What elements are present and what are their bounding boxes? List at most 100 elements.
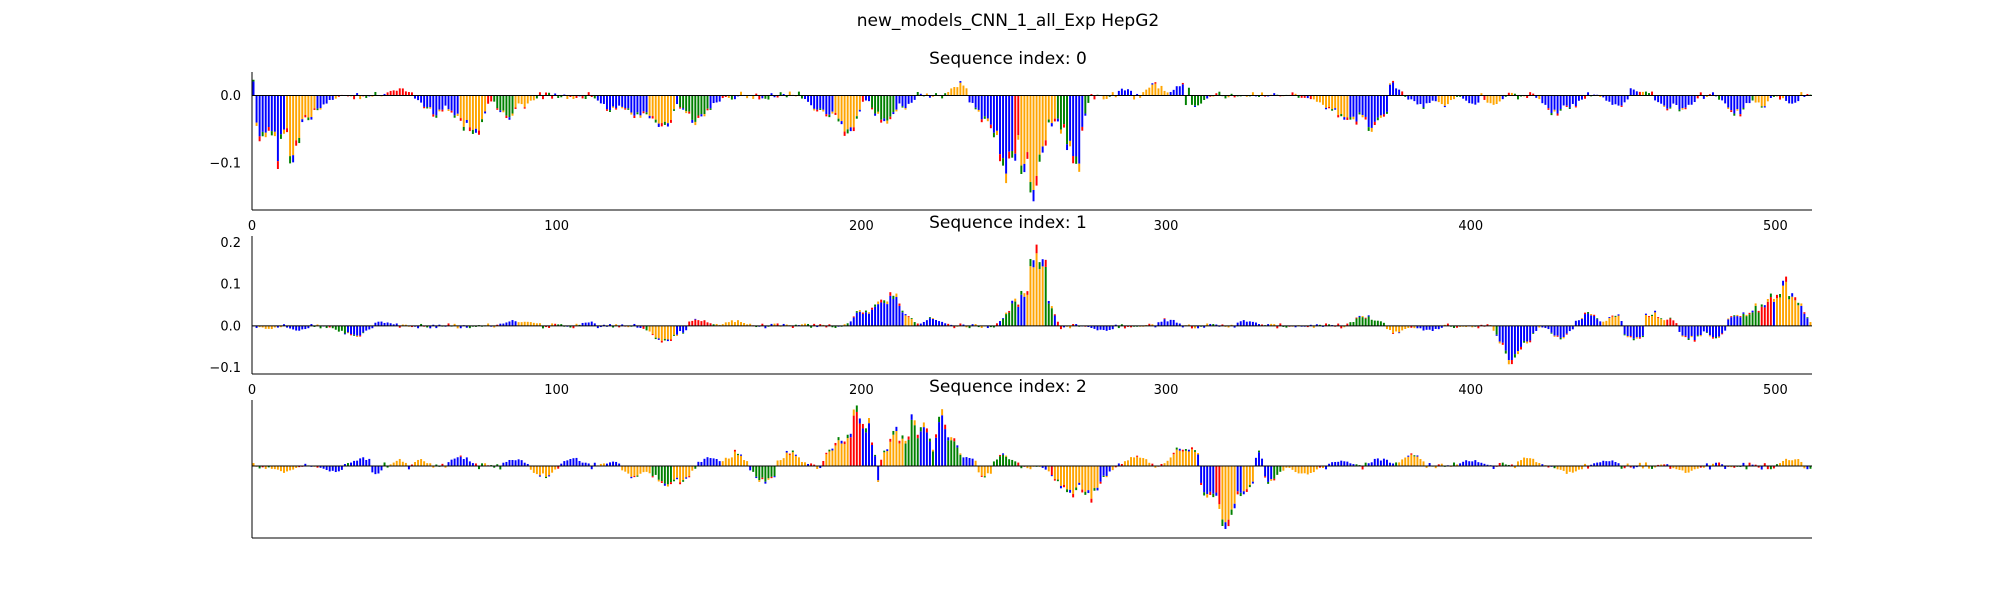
logo-letter-A-pos-20 xyxy=(313,325,316,327)
logo-letter-C-pos-303 xyxy=(1175,86,1178,96)
logo-letter-C-pos-245 xyxy=(999,321,1001,326)
logo-letter-C-pos-508 xyxy=(1800,305,1803,326)
logo-letter-C-pos-25 xyxy=(328,95,331,100)
logo-letter-A-pos-459 xyxy=(1651,466,1654,469)
logo-letter-T-pos-269 xyxy=(1072,324,1075,326)
logo-letter-T-pos-263 xyxy=(1053,314,1056,316)
logo-letter-G-pos-91 xyxy=(529,95,532,101)
logo-letter-G-pos-49 xyxy=(401,324,404,326)
logo-letter-G-pos-193 xyxy=(840,95,843,122)
logo-letter-C-pos-483 xyxy=(1724,466,1727,469)
logo-letter-C-pos-430 xyxy=(1562,325,1565,337)
logo-letter-G-pos-414 xyxy=(1513,466,1516,469)
logo-letter-C-pos-165 xyxy=(755,476,758,479)
logo-letter-T-pos-194 xyxy=(843,441,846,445)
logo-letter-G-pos-192 xyxy=(837,440,840,466)
logo-letter-C-pos-471 xyxy=(1687,95,1690,105)
logo-letter-A-pos-235 xyxy=(968,325,971,329)
logo-letter-C-pos-386 xyxy=(1428,325,1431,330)
logo-letter-C-pos-32 xyxy=(350,462,352,466)
logo-letter-G-pos-506 xyxy=(1794,300,1797,326)
logo-letter-C-pos-465 xyxy=(1669,95,1672,108)
logo-letter-C-pos-208 xyxy=(886,449,889,452)
logo-letter-C-pos-352 xyxy=(1325,466,1327,470)
logo-letter-A-pos-258 xyxy=(1038,262,1041,269)
logo-letter-T-pos-108 xyxy=(581,95,584,99)
logo-letter-C-pos-268 xyxy=(1069,95,1072,141)
logo-letter-G-pos-299 xyxy=(1163,463,1166,466)
panel-0-ytick-label: 0.0 xyxy=(220,89,241,104)
logo-letter-A-pos-324 xyxy=(1239,492,1242,497)
logo-letter-G-pos-300 xyxy=(1166,460,1169,466)
logo-letter-C-pos-9 xyxy=(279,95,282,135)
logo-letter-C-pos-22 xyxy=(319,466,322,468)
logo-letter-C-pos-236 xyxy=(971,95,974,103)
logo-letter-C-pos-450 xyxy=(1623,325,1626,335)
logo-letter-G-pos-124 xyxy=(630,112,633,115)
logo-letter-T-pos-14 xyxy=(295,140,298,146)
logo-letter-A-pos-261 xyxy=(1047,119,1050,123)
logo-letter-G-pos-264 xyxy=(1056,466,1059,480)
logo-letter-C-pos-219 xyxy=(919,323,922,326)
logo-letter-C-pos-404 xyxy=(1483,463,1486,466)
logo-letter-T-pos-62 xyxy=(441,109,444,112)
logo-letter-C-pos-282 xyxy=(1111,325,1114,330)
logo-letter-C-pos-297 xyxy=(1157,322,1160,326)
logo-letter-G-pos-496 xyxy=(1763,95,1766,107)
logo-letter-G-pos-468 xyxy=(1678,466,1681,470)
logo-letter-G-pos-212 xyxy=(898,443,901,466)
logo-letter-T-pos-479 xyxy=(1712,337,1714,339)
logo-letter-C-pos-76 xyxy=(484,111,487,114)
logo-letter-C-pos-473 xyxy=(1693,325,1696,340)
logo-letter-C-pos-421 xyxy=(1535,325,1538,331)
logo-letter-T-pos-155 xyxy=(724,95,727,97)
logo-letter-C-pos-267 xyxy=(1066,144,1069,151)
logo-letter-T-pos-172 xyxy=(776,95,779,98)
logo-letter-G-pos-159 xyxy=(737,320,739,326)
logo-letter-G-pos-409 xyxy=(1498,95,1501,102)
logo-letter-C-pos-259 xyxy=(1041,466,1044,468)
logo-letter-T-pos-239 xyxy=(980,119,983,123)
logo-letter-T-pos-134 xyxy=(660,481,663,483)
logo-letter-C-pos-102 xyxy=(563,461,566,466)
logo-letter-G-pos-475 xyxy=(1699,335,1702,337)
logo-letter-G-pos-190 xyxy=(831,450,834,466)
logo-letter-G-pos-137 xyxy=(669,325,672,340)
logo-letter-C-pos-264 xyxy=(1056,118,1059,122)
logo-letter-T-pos-364 xyxy=(1361,466,1364,470)
logo-letter-T-pos-251 xyxy=(1017,462,1020,466)
logo-letter-G-pos-501 xyxy=(1779,297,1781,326)
logo-letter-T-pos-62 xyxy=(441,463,444,466)
logo-letter-C-pos-463 xyxy=(1663,95,1666,106)
logo-letter-C-pos-0 xyxy=(252,81,255,96)
logo-letter-T-pos-170 xyxy=(770,476,773,479)
logo-letter-A-pos-273 xyxy=(1084,491,1087,495)
logo-letter-T-pos-275 xyxy=(1090,94,1093,96)
logo-letter-C-pos-54 xyxy=(417,325,420,329)
logo-letter-C-pos-436 xyxy=(1580,95,1583,100)
logo-letter-C-pos-421 xyxy=(1535,95,1538,98)
logo-letter-A-pos-177 xyxy=(791,450,794,453)
logo-letter-C-pos-213 xyxy=(901,312,904,326)
logo-letter-T-pos-131 xyxy=(651,334,654,336)
logo-letter-C-pos-312 xyxy=(1203,466,1206,493)
logo-letter-T-pos-52 xyxy=(410,325,413,328)
logo-letter-C-pos-433 xyxy=(1571,325,1574,330)
logo-letter-A-pos-495 xyxy=(1760,106,1763,108)
logo-letter-G-pos-45 xyxy=(389,464,392,466)
logo-letter-C-pos-188 xyxy=(825,95,828,115)
logo-letter-A-pos-101 xyxy=(560,95,563,98)
logo-letter-T-pos-356 xyxy=(1337,323,1340,326)
logo-letter-C-pos-315 xyxy=(1212,466,1215,494)
logo-letter-A-pos-101 xyxy=(560,324,563,326)
logo-letter-C-pos-222 xyxy=(928,441,931,466)
logo-letter-C-pos-396 xyxy=(1459,463,1462,466)
logo-letter-C-pos-476 xyxy=(1702,325,1705,332)
logo-letter-G-pos-474 xyxy=(1696,466,1699,469)
logo-letter-A-pos-228 xyxy=(947,440,950,466)
logo-letter-G-pos-481 xyxy=(1718,336,1721,338)
logo-letter-G-pos-191 xyxy=(834,445,837,466)
logo-letter-T-pos-52 xyxy=(410,464,413,466)
logo-letter-G-pos-135 xyxy=(663,95,666,122)
logo-letter-C-pos-433 xyxy=(1571,95,1574,104)
